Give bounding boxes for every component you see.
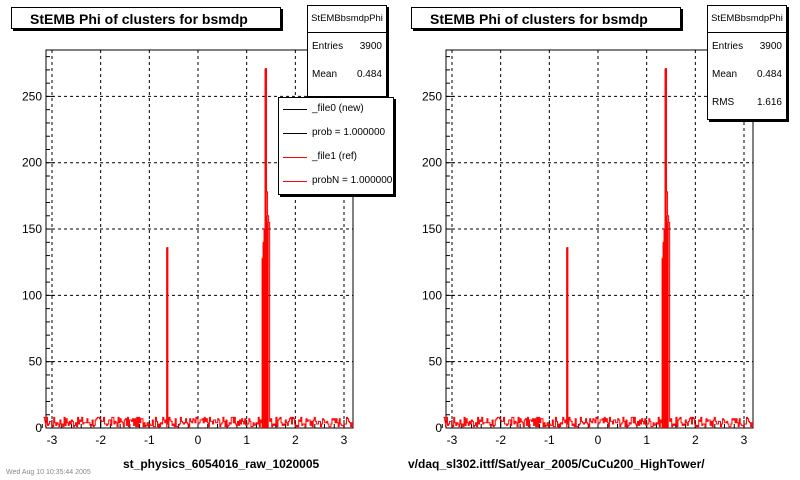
right-x-tick-label: 1: [643, 433, 650, 447]
right-chart-pad: 0 50 100 150 200 250 -3 -2 -1 0 1 2 3 StEMB Phi of c…: [400, 0, 800, 480]
right-x-tick-label: -3: [447, 433, 458, 447]
left-legend: _file0 (new) prob = 1.000000 _file1 (ref…: [278, 97, 394, 195]
right-x-tick-label: 2: [692, 433, 699, 447]
legend-label-ref: _file1 (ref): [312, 151, 358, 162]
left-chart-title: StEMB Phi of clusters for bsmdp: [11, 7, 281, 29]
right-series-ref-line: [443, 68, 754, 428]
left-x-tick-label: -3: [47, 433, 58, 447]
left-y-tick-label: 200: [22, 156, 42, 170]
left-x-tick-label: -1: [144, 433, 155, 447]
legend-line-ref: [283, 157, 307, 158]
legend-entry-ref: _file1 (ref): [279, 146, 393, 170]
left-stats-name: StEMBbsmdpPhi: [308, 6, 386, 33]
left-x-tick-label: 0: [195, 433, 202, 447]
right-stats-rms-label: RMS: [712, 97, 735, 108]
legend-entry-new: _file0 (new): [279, 98, 393, 122]
right-x-axis-title: v/daq_sl302.ittf/Sat/year_2005/CuCu200_H…: [408, 457, 705, 471]
left-stats-entries-value: 3900: [359, 41, 382, 52]
right-y-tick-label: 100: [422, 288, 442, 302]
right-y-tick-label: 150: [422, 222, 442, 236]
legend-line-probn: [283, 181, 307, 182]
right-chart-title: StEMB Phi of clusters for bsmdp: [411, 7, 681, 29]
left-y-tick-label: 250: [22, 89, 42, 103]
right-stats-entries-label: Entries: [712, 41, 744, 52]
right-stats-mean-label: Mean: [712, 69, 738, 80]
legend-label-probn: probN = 1.000000: [312, 175, 393, 186]
right-stats-box: StEMBbsmdpPhi Entries 3900 Mean 0.484 RM…: [707, 5, 787, 120]
legend-label-new: _file0 (new): [312, 103, 364, 114]
right-x-tick-label: -1: [544, 433, 555, 447]
right-y-tick-label: 50: [429, 355, 443, 369]
left-series-ref-line: [43, 68, 354, 428]
right-x-tick-label: 0: [595, 433, 602, 447]
left-chart-pad: 0 50 100 150 200 250 -3 -2 -1 0 1 2 3 StEMB Phi of c…: [11, 5, 394, 471]
right-histogram-plot: 0 50 100 150 200 250 -3 -2 -1 0 1 2 3: [422, 49, 754, 447]
right-x-tick-label: -2: [495, 433, 506, 447]
left-x-tick-label: 3: [341, 433, 348, 447]
right-stats-entries-value: 3900: [759, 41, 782, 52]
footer-timestamp: Wed Aug 10 10:35:44 2005: [6, 469, 91, 476]
left-y-tick-label: 50: [29, 355, 43, 369]
legend-label-prob: prob = 1.000000: [312, 127, 386, 138]
right-plot-frame: [445, 49, 754, 429]
right-stats-name: StEMBbsmdpPhi: [708, 6, 786, 33]
left-stats-entries-label: Entries: [312, 41, 344, 52]
left-y-tick-label: 150: [22, 222, 42, 236]
left-x-axis-title: st_physics_6054016_raw_1020005: [123, 457, 320, 471]
left-stats-entries-row: Entries 3900: [308, 33, 386, 61]
right-stats-rms-row: RMS 1.616: [708, 89, 786, 117]
right-stats-rms-value: 1.616: [756, 97, 782, 108]
left-stats-mean-value: 0.484: [356, 69, 382, 80]
legend-entry-probn: probN = 1.000000: [279, 170, 393, 194]
right-stats-mean-value: 0.484: [756, 69, 782, 80]
right-x-tick-label: 3: [741, 433, 748, 447]
left-stats-box: StEMBbsmdpPhi Entries 3900 Mean 0.484: [307, 5, 387, 97]
right-stats-mean-row: Mean 0.484: [708, 61, 786, 89]
left-x-tick-label: -2: [95, 433, 106, 447]
left-stats-mean-label: Mean: [312, 69, 338, 80]
left-x-tick-label: 1: [243, 433, 250, 447]
left-y-tick-label: 100: [22, 288, 42, 302]
right-y-tick-label: 200: [422, 156, 442, 170]
legend-entry-prob: prob = 1.000000: [279, 122, 393, 146]
left-x-tick-label: 2: [292, 433, 299, 447]
right-stats-entries-row: Entries 3900: [708, 33, 786, 61]
right-y-tick-label: 0: [435, 421, 442, 435]
left-stats-mean-row: Mean 0.484: [308, 61, 386, 89]
legend-line-prob: [283, 133, 307, 134]
legend-line-new: [283, 109, 307, 110]
left-y-tick-label: 0: [35, 421, 42, 435]
right-y-tick-label: 250: [422, 89, 442, 103]
